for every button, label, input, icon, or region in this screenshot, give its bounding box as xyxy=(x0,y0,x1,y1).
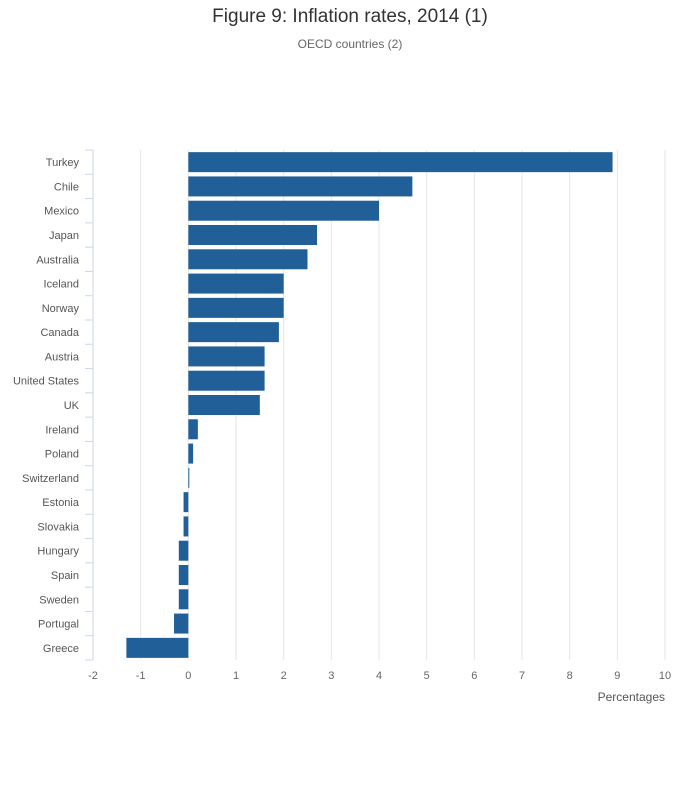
y-axis: Turkey Chile Mexico Japan Australia Iceland No… xyxy=(13,149,94,661)
bar-australia[interactable] xyxy=(188,249,308,270)
category-label: Hungary xyxy=(37,546,79,558)
category-label: Estonia xyxy=(42,497,80,509)
x-tick-label: 8 xyxy=(567,670,573,682)
x-tick-label: 9 xyxy=(614,670,620,682)
bar-uk[interactable] xyxy=(188,395,260,415)
category-label: Mexico xyxy=(44,206,79,218)
category-label: Portugal xyxy=(38,619,79,631)
category-label: Slovakia xyxy=(37,521,79,533)
x-tick-label: 0 xyxy=(185,670,191,682)
category-label: Canada xyxy=(40,327,79,339)
bars xyxy=(126,152,613,658)
category-label: Ireland xyxy=(45,424,79,436)
x-axis: -2 -1 0 1 2 3 4 5 6 7 8 9 10 xyxy=(88,670,671,682)
category-label: Australia xyxy=(36,254,80,266)
category-label: UK xyxy=(64,400,80,412)
chart-title: Figure 9: Inflation rates, 2014 (1) xyxy=(212,6,488,27)
chart-subtitle: OECD countries (2) xyxy=(297,37,403,51)
category-label: Turkey xyxy=(46,157,80,169)
category-label: Chile xyxy=(54,181,79,193)
x-tick-label: 4 xyxy=(376,670,382,682)
x-tick-label: 2 xyxy=(281,670,287,682)
category-label: Poland xyxy=(45,449,79,461)
bar-iceland[interactable] xyxy=(188,273,284,294)
bar-sweden[interactable] xyxy=(178,589,189,610)
x-tick-label: 1 xyxy=(233,670,239,682)
bar-canada[interactable] xyxy=(188,322,279,343)
category-label: Greece xyxy=(43,643,79,655)
bar-turkey[interactable] xyxy=(188,152,613,173)
bar-spain[interactable] xyxy=(178,565,189,585)
bar-slovakia[interactable] xyxy=(183,516,189,537)
bar-switzerland[interactable] xyxy=(188,467,190,488)
x-tick-label: 6 xyxy=(471,670,477,682)
x-axis-title: Percentages xyxy=(598,690,665,704)
category-label: Spain xyxy=(51,570,79,582)
bar-mexico[interactable] xyxy=(188,200,379,221)
category-label: Austria xyxy=(45,351,80,363)
x-tick-label: 5 xyxy=(424,670,430,682)
category-label: Japan xyxy=(49,230,79,242)
x-tick-label: -2 xyxy=(88,670,98,682)
bar-chile[interactable] xyxy=(188,176,413,197)
bar-japan[interactable] xyxy=(188,225,318,245)
bar-hungary[interactable] xyxy=(178,540,189,561)
bar-poland[interactable] xyxy=(188,443,194,464)
category-label: Norway xyxy=(42,303,80,315)
category-label: Switzerland xyxy=(22,473,79,485)
category-label: United States xyxy=(13,376,80,388)
bar-estonia[interactable] xyxy=(183,492,189,513)
x-tick-label: 3 xyxy=(328,670,334,682)
category-label: Iceland xyxy=(44,279,79,291)
bar-united-states[interactable] xyxy=(188,370,265,391)
bar-norway[interactable] xyxy=(188,297,284,318)
bar-ireland[interactable] xyxy=(188,419,198,440)
x-tick-label: 10 xyxy=(659,670,671,682)
bar-portugal[interactable] xyxy=(174,613,189,634)
x-tick-label: -1 xyxy=(136,670,146,682)
x-tick-label: 7 xyxy=(519,670,525,682)
bar-austria[interactable] xyxy=(188,346,265,367)
category-label: Sweden xyxy=(39,594,79,606)
bar-greece[interactable] xyxy=(126,637,189,658)
